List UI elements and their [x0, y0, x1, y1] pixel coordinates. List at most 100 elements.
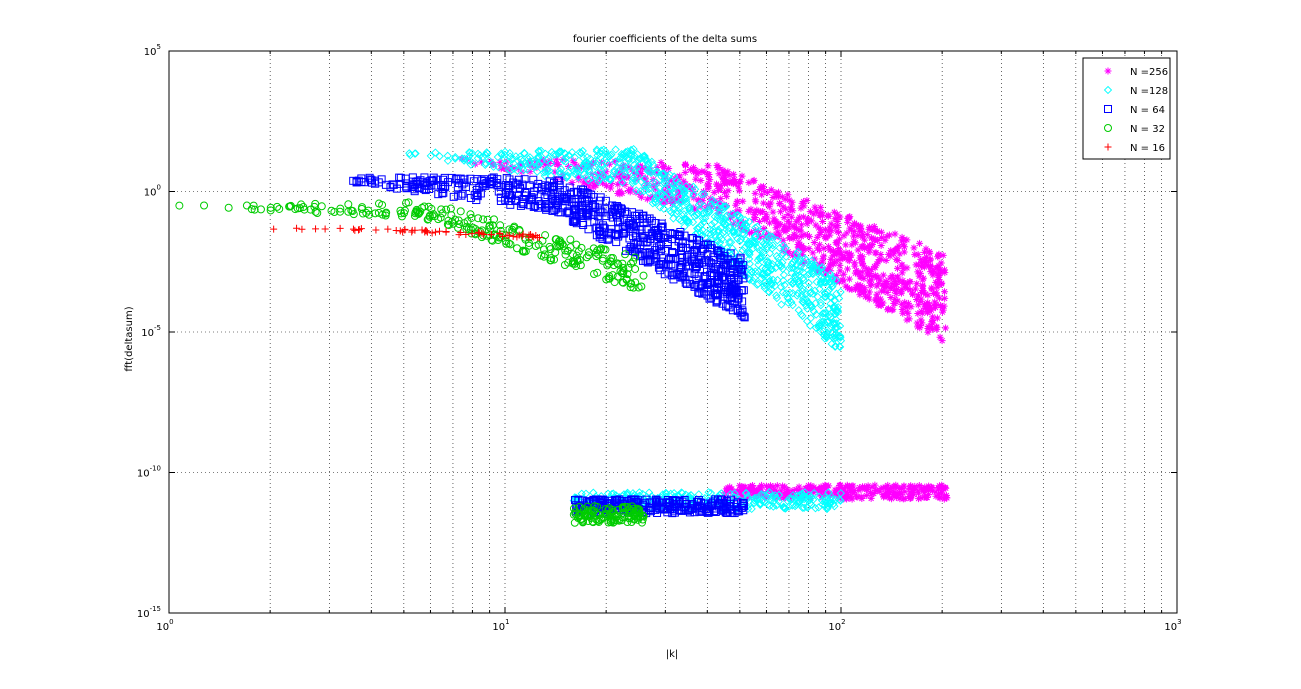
data-point [863, 231, 871, 239]
data-point [915, 292, 923, 300]
data-point [555, 194, 564, 203]
data-point [729, 227, 738, 237]
data-point [620, 225, 629, 234]
data-point [807, 482, 815, 490]
data-point [674, 237, 683, 246]
data-point [741, 483, 749, 491]
data-point [788, 213, 796, 221]
data-point [780, 490, 788, 498]
data-point [443, 151, 452, 160]
data-point [816, 298, 826, 307]
data-point [293, 224, 301, 232]
data-point [396, 173, 405, 182]
data-point [453, 183, 462, 192]
data-point [579, 160, 588, 170]
data-point [821, 266, 829, 274]
data-point [592, 146, 601, 156]
data-point [584, 225, 593, 234]
data-point [678, 184, 687, 194]
data-point [428, 212, 437, 221]
data-point [886, 485, 894, 493]
data-point [866, 242, 874, 250]
data-point [472, 196, 481, 205]
data-point [877, 255, 885, 263]
data-point [789, 235, 797, 243]
data-point [629, 160, 639, 169]
data-point [882, 256, 890, 264]
data-point [622, 209, 631, 218]
data-point [522, 191, 531, 200]
data-point [638, 164, 646, 172]
data-point [773, 482, 781, 490]
data-point [877, 242, 885, 250]
data-point [799, 259, 807, 267]
data-point [935, 485, 943, 493]
data-point [402, 183, 411, 192]
data-point [732, 179, 740, 187]
data-point [826, 313, 835, 322]
data-point [500, 150, 509, 160]
data-point [718, 228, 728, 238]
data-point [570, 153, 580, 162]
data-point [620, 250, 629, 259]
data-point [776, 490, 784, 498]
data-point [624, 156, 633, 165]
data-point [929, 268, 937, 276]
data-point [465, 148, 474, 157]
data-point [537, 251, 546, 260]
data-point [837, 481, 845, 489]
data-point [756, 233, 764, 241]
data-point [620, 168, 630, 177]
data-point [792, 266, 801, 275]
data-point [614, 232, 623, 241]
data-point [851, 239, 859, 247]
data-point [858, 233, 866, 241]
data-point [727, 292, 736, 301]
data-point [795, 490, 804, 500]
data-point [542, 199, 551, 208]
data-point [551, 168, 559, 176]
data-point [917, 307, 925, 315]
data-point [868, 483, 876, 491]
data-point [640, 249, 649, 258]
data-point [835, 235, 843, 243]
data-point [607, 254, 616, 263]
data-point [667, 253, 676, 262]
data-point [906, 484, 914, 492]
data-point [786, 277, 796, 286]
data-point [724, 187, 732, 195]
data-point [879, 491, 887, 499]
data-point [817, 228, 825, 236]
data-point [854, 493, 862, 501]
data-point [709, 253, 718, 262]
data-point [615, 169, 623, 177]
data-point [897, 288, 905, 296]
data-point [734, 275, 743, 284]
data-point [763, 267, 772, 276]
y-axis-label: fft(deltasum) [124, 306, 135, 371]
data-point [544, 182, 553, 191]
data-point [674, 196, 682, 204]
data-point [681, 161, 689, 169]
data-point [903, 308, 911, 316]
data-point [826, 299, 835, 308]
data-point [602, 158, 611, 167]
data-point [937, 268, 945, 276]
data-point [867, 494, 875, 502]
data-point [890, 482, 898, 490]
data-point [810, 489, 818, 497]
data-point [507, 191, 516, 200]
data-point [901, 495, 909, 503]
data-point [929, 325, 937, 333]
data-point [608, 180, 616, 188]
data-point [483, 215, 492, 224]
data-point [873, 228, 881, 236]
data-point [938, 481, 946, 489]
data-point [693, 170, 701, 178]
data-point [707, 244, 716, 253]
data-point [330, 208, 339, 217]
data-point [767, 244, 777, 253]
data-point [371, 209, 380, 218]
data-point [799, 493, 808, 502]
data-point [500, 159, 509, 168]
